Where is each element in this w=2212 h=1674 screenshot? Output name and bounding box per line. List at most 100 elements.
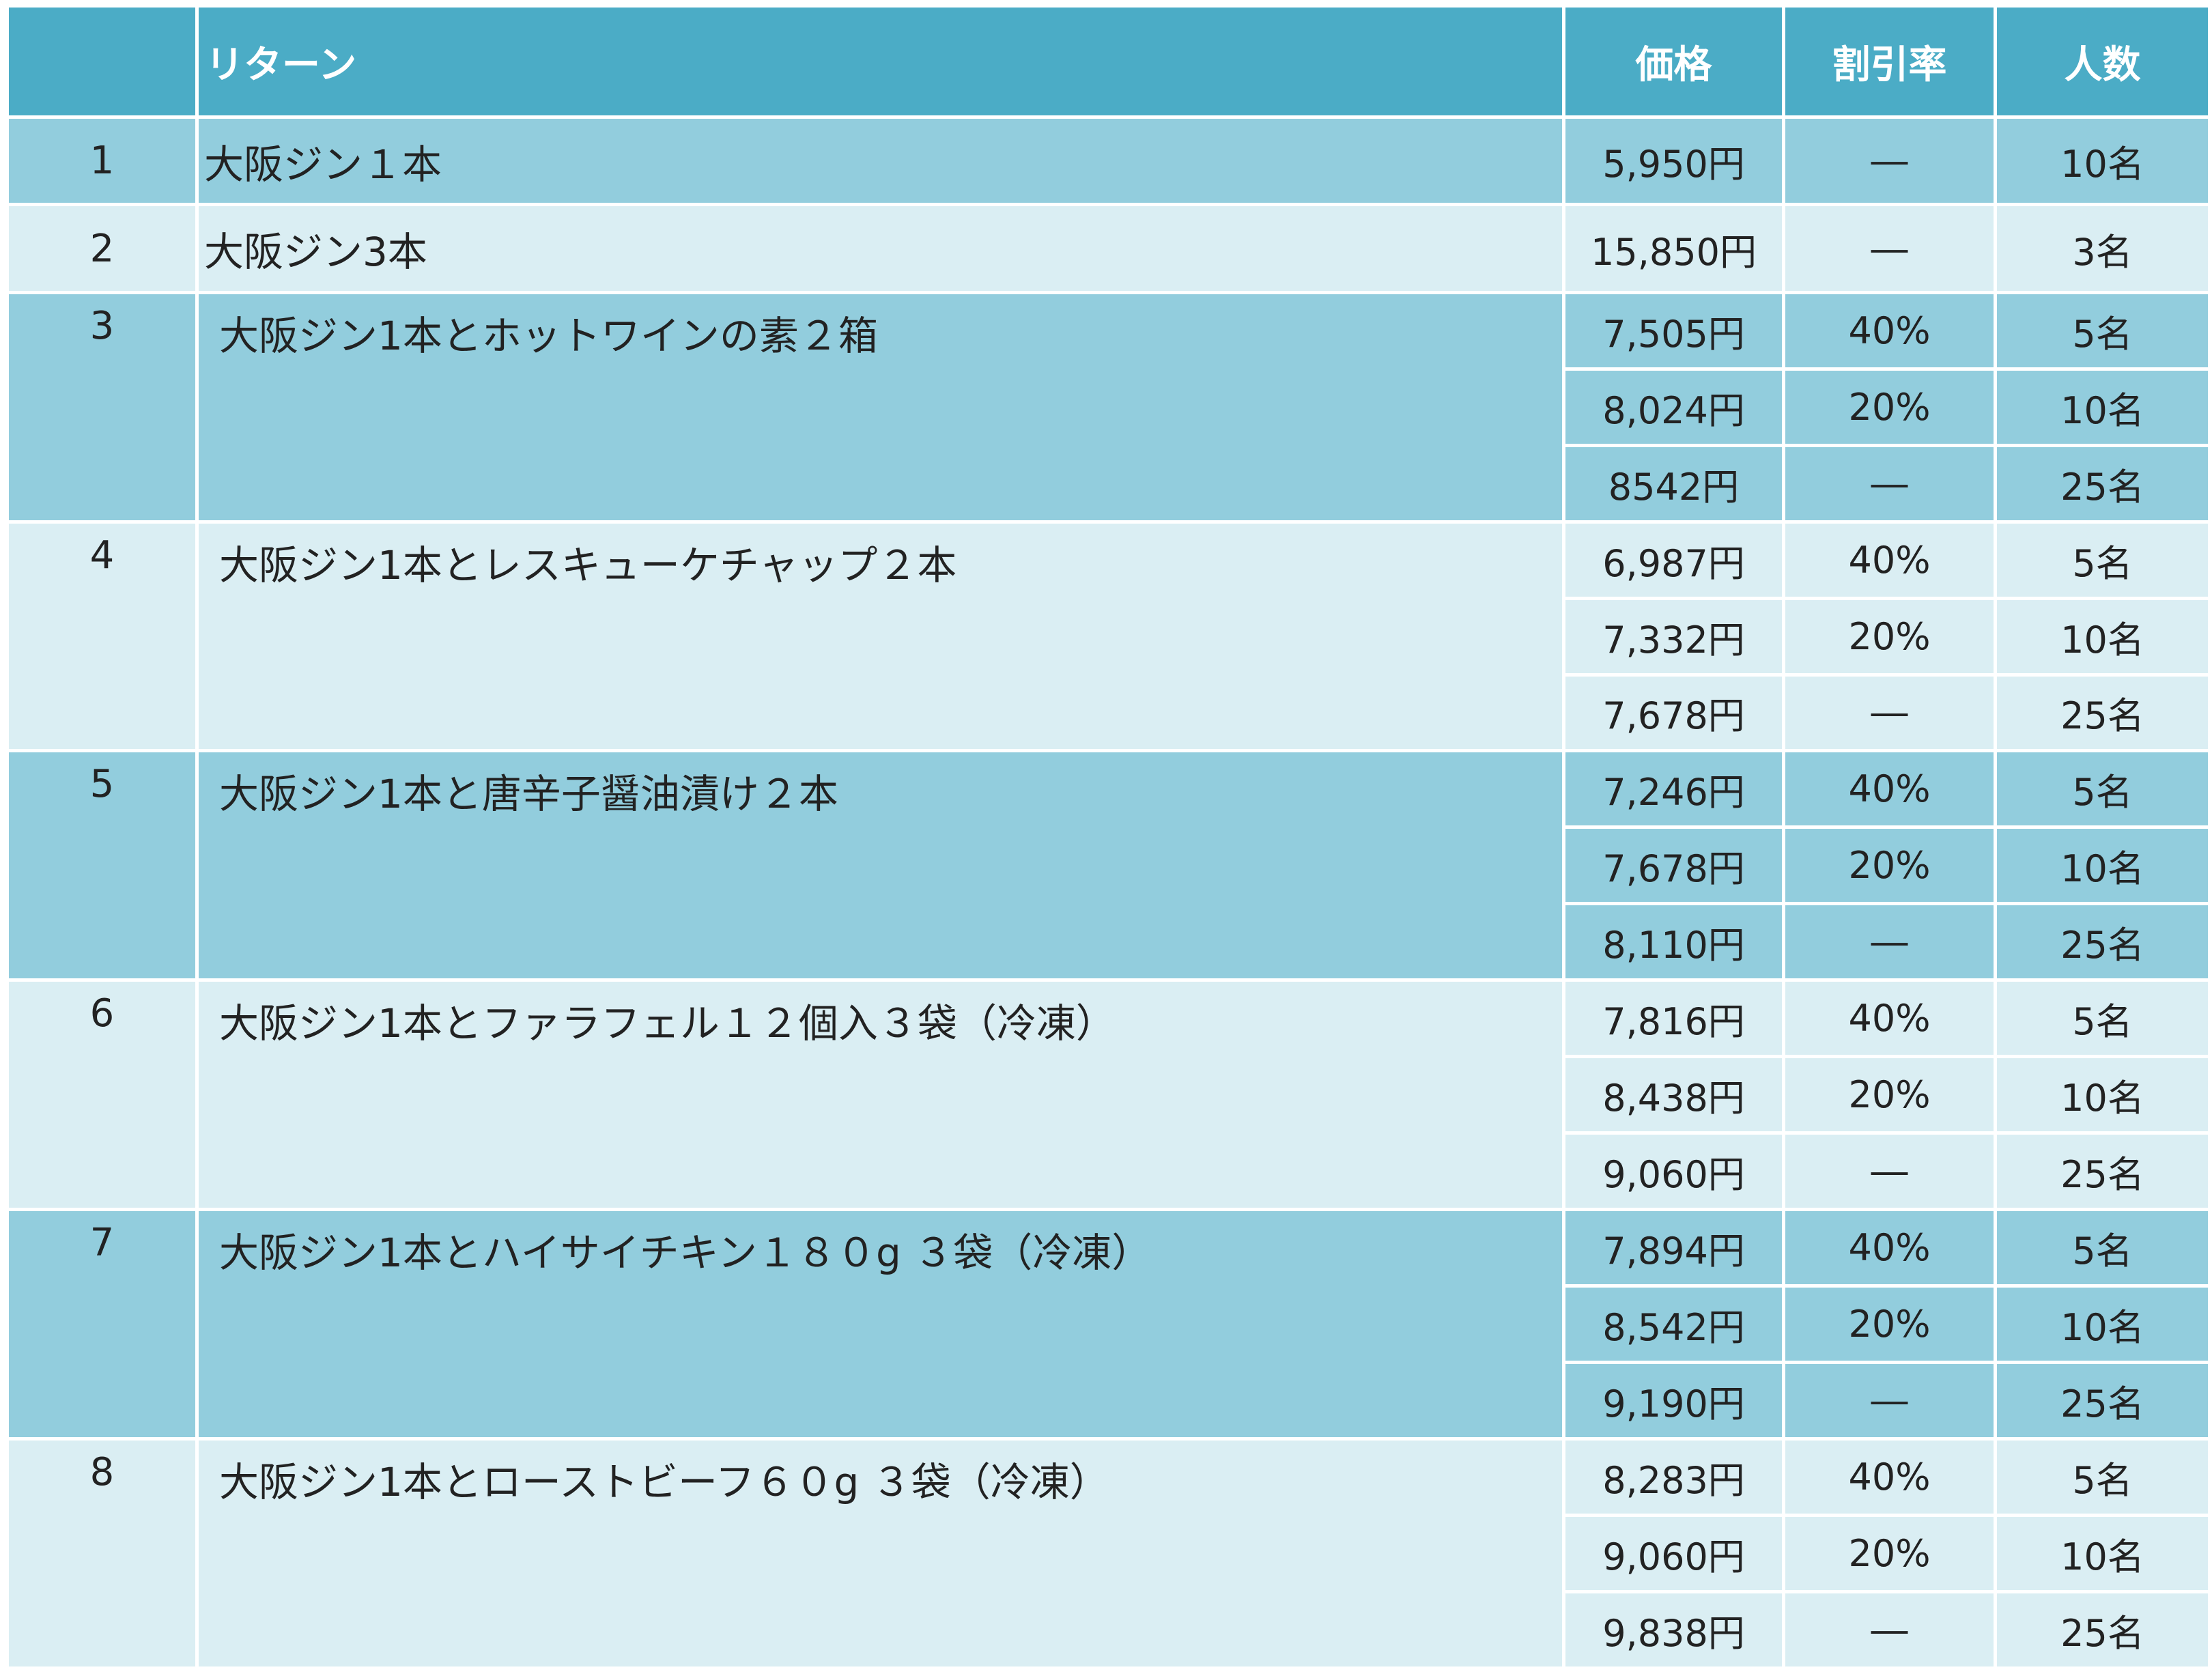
- row-number: 5: [5, 749, 199, 982]
- price-cell: 9,060円: [1562, 1131, 1785, 1212]
- price-cell: 7,246円: [1562, 749, 1785, 829]
- row-number: 4: [5, 520, 199, 753]
- table-subrow: 9,060円 20% 10名: [8, 1514, 2211, 1593]
- row-number: 3: [5, 290, 199, 524]
- header-no: [5, 4, 199, 119]
- price-cell: 8,024円: [1562, 367, 1785, 447]
- table-row: 1 大阪ジン１本 5,950円 ― 10名: [5, 115, 2211, 207]
- table-row: 7 大阪ジン1本とハイサイチキン１８０g ３袋（冷凍） 7,894円 40% 5…: [5, 1208, 2211, 1441]
- count-cell: 25名: [1994, 1131, 2211, 1212]
- return-name: 大阪ジン１本: [195, 115, 1565, 207]
- discount-cell: 40%: [1782, 1208, 1997, 1288]
- return-name: 大阪ジン1本とファラフェル１２個入３袋（冷凍）: [195, 978, 1565, 1212]
- discount-cell: 20%: [1782, 1284, 1997, 1365]
- table-row: 2 大阪ジン3本 15,850円 ― 3名: [5, 203, 2211, 294]
- return-name: 大阪ジン1本と唐辛子醤油漬け２本: [195, 749, 1565, 982]
- table-row: 5 大阪ジン1本と唐辛子醤油漬け２本 7,246円 40% 5名: [5, 749, 2211, 982]
- price-cell: 8,110円: [1562, 902, 1785, 982]
- count-cell: 5名: [1994, 978, 2211, 1059]
- discount-cell: 40%: [1782, 1437, 1997, 1517]
- return-name: 大阪ジン3本: [195, 203, 1565, 294]
- count-cell: 10名: [1994, 596, 2211, 677]
- discount-cell: ―: [1782, 115, 1997, 207]
- count-cell: 5名: [1994, 290, 2211, 371]
- count-cell: 10名: [1994, 1514, 2211, 1593]
- discount-cell: ―: [1782, 902, 1997, 982]
- price-cell: 9,838円: [1562, 1589, 1785, 1671]
- price-cell: 9,060円: [1562, 1514, 1785, 1593]
- discount-cell: ―: [1782, 443, 1997, 524]
- count-cell: 10名: [1994, 825, 2211, 906]
- table-subrow: 8,438円 20% 10名: [8, 1055, 2211, 1135]
- count-cell: 25名: [1994, 443, 2211, 524]
- table-row: 6 大阪ジン1本とファラフェル１２個入３袋（冷凍） 7,816円 40% 5名: [5, 978, 2211, 1212]
- row-number: 7: [5, 1208, 199, 1441]
- price-cell: 8,542円: [1562, 1284, 1785, 1365]
- discount-cell: 20%: [1782, 1514, 1997, 1593]
- table-subrow: 9,190円 ― 25名: [8, 1361, 2211, 1441]
- header-discount: 割引率: [1782, 4, 1997, 119]
- return-name: 大阪ジン1本とハイサイチキン１８０g ３袋（冷凍）: [195, 1208, 1565, 1441]
- returns-table: リターン 価格 割引率 人数 1 大阪ジン１本 5,950円 ― 10名 2 大…: [5, 4, 2211, 1671]
- return-name: 大阪ジン1本とレスキューケチャップ２本: [195, 520, 1565, 753]
- count-cell: 5名: [1994, 520, 2211, 600]
- row-number: 8: [5, 1437, 199, 1670]
- price-cell: 15,850円: [1562, 203, 1785, 294]
- table-subrow: 8542円 ― 25名: [8, 443, 2211, 524]
- header-price: 価格: [1562, 4, 1785, 119]
- count-cell: 25名: [1994, 672, 2211, 753]
- price-cell: 5,950円: [1562, 115, 1785, 207]
- discount-cell: ―: [1782, 1589, 1997, 1671]
- table-subrow: 8,542円 20% 10名: [8, 1284, 2211, 1365]
- table-subrow: 8,024円 20% 10名: [8, 367, 2211, 447]
- price-cell: 7,816円: [1562, 978, 1785, 1059]
- count-cell: 10名: [1994, 367, 2211, 447]
- table-subrow: 7,332円 20% 10名: [8, 596, 2211, 677]
- discount-cell: ―: [1782, 203, 1997, 294]
- return-name: 大阪ジン1本とローストビーフ６０g ３袋（冷凍）: [195, 1437, 1565, 1670]
- count-cell: 10名: [1994, 115, 2211, 207]
- table-subrow: 8,110円 ― 25名: [8, 902, 2211, 982]
- header-return: リターン: [195, 4, 1565, 119]
- price-cell: 7,678円: [1562, 672, 1785, 753]
- count-cell: 10名: [1994, 1284, 2211, 1365]
- discount-cell: 40%: [1782, 978, 1997, 1059]
- return-name: 大阪ジン1本とホットワインの素２箱: [195, 290, 1565, 524]
- table-subrow: 9,060円 ― 25名: [8, 1131, 2211, 1212]
- row-number: 6: [5, 978, 199, 1212]
- price-cell: 9,190円: [1562, 1361, 1785, 1441]
- count-cell: 5名: [1994, 1208, 2211, 1288]
- price-cell: 7,505円: [1562, 290, 1785, 371]
- table-header-row: リターン 価格 割引率 人数: [5, 4, 2211, 119]
- discount-cell: 20%: [1782, 596, 1997, 677]
- discount-cell: 20%: [1782, 1055, 1997, 1135]
- discount-cell: 40%: [1782, 290, 1997, 371]
- count-cell: 25名: [1994, 902, 2211, 982]
- header-count: 人数: [1994, 4, 2211, 119]
- price-cell: 7,332円: [1562, 596, 1785, 677]
- price-cell: 7,678円: [1562, 825, 1785, 906]
- table-subrow: 7,678円 20% 10名: [8, 825, 2211, 906]
- price-cell: 8,283円: [1562, 1437, 1785, 1517]
- price-cell: 8,438円: [1562, 1055, 1785, 1135]
- discount-cell: 20%: [1782, 825, 1997, 906]
- price-cell: 7,894円: [1562, 1208, 1785, 1288]
- count-cell: 5名: [1994, 749, 2211, 829]
- discount-cell: ―: [1782, 1361, 1997, 1441]
- price-cell: 6,987円: [1562, 520, 1785, 600]
- count-cell: 25名: [1994, 1361, 2211, 1441]
- count-cell: 3名: [1994, 203, 2211, 294]
- discount-cell: 40%: [1782, 749, 1997, 829]
- table-row: 3 大阪ジン1本とホットワインの素２箱 7,505円 40% 5名: [5, 290, 2211, 524]
- row-number: 2: [5, 203, 199, 294]
- table-subrow: 7,678円 ― 25名: [8, 672, 2211, 753]
- table-row: 8 大阪ジン1本とローストビーフ６０g ３袋（冷凍） 8,283円 40% 5名: [5, 1437, 2211, 1670]
- discount-cell: 20%: [1782, 367, 1997, 447]
- discount-cell: ―: [1782, 1131, 1997, 1212]
- discount-cell: 40%: [1782, 520, 1997, 600]
- count-cell: 25名: [1994, 1589, 2211, 1671]
- price-cell: 8542円: [1562, 443, 1785, 524]
- count-cell: 5名: [1994, 1437, 2211, 1517]
- table-subrow: 9,838円 ― 25名: [8, 1589, 2211, 1671]
- table-row: 4 大阪ジン1本とレスキューケチャップ２本 6,987円 40% 5名: [5, 520, 2211, 753]
